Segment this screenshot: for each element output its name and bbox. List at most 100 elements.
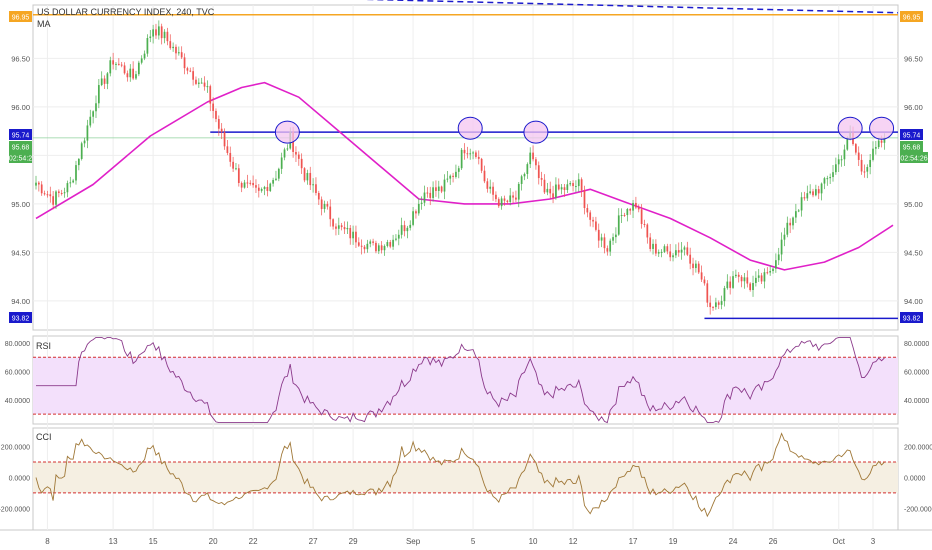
resistance-touch-circle bbox=[274, 120, 300, 144]
candle bbox=[375, 240, 377, 254]
candle bbox=[75, 160, 77, 185]
candle-body bbox=[880, 140, 883, 143]
candle-body bbox=[206, 86, 209, 88]
candle-body bbox=[589, 212, 592, 220]
candle bbox=[486, 178, 489, 193]
candle bbox=[120, 61, 123, 68]
candle bbox=[406, 225, 409, 239]
candle bbox=[766, 267, 769, 275]
candle bbox=[240, 181, 243, 193]
candle bbox=[306, 169, 309, 185]
candle-body bbox=[432, 187, 434, 198]
candle-body bbox=[103, 78, 106, 84]
candle-body bbox=[232, 161, 234, 169]
candle bbox=[743, 273, 746, 289]
candle-body bbox=[66, 183, 69, 193]
candle-body bbox=[226, 146, 229, 153]
candle-body bbox=[520, 176, 523, 184]
svg-text:96.95: 96.95 bbox=[903, 15, 921, 22]
candle bbox=[729, 276, 732, 295]
candle bbox=[237, 164, 240, 187]
rsi-tick-label-left: 40.0000 bbox=[5, 398, 30, 405]
candle-body bbox=[380, 245, 383, 251]
time-tick-label: 13 bbox=[109, 537, 118, 546]
candle-body bbox=[715, 302, 717, 308]
candle-body bbox=[57, 191, 60, 193]
candle-body bbox=[77, 158, 80, 166]
candle bbox=[163, 29, 166, 44]
candle-body bbox=[492, 186, 494, 195]
candle-body bbox=[420, 202, 423, 204]
time-tick-label: 19 bbox=[669, 537, 678, 546]
candle-body bbox=[772, 268, 774, 272]
candle-body bbox=[257, 187, 260, 191]
candle bbox=[623, 212, 626, 217]
candle-body bbox=[129, 68, 132, 78]
candle bbox=[546, 182, 549, 196]
candle-body bbox=[100, 78, 103, 86]
candle bbox=[675, 244, 677, 259]
candle-body bbox=[163, 31, 166, 39]
price-tick-label-left: 94.00 bbox=[11, 297, 30, 306]
candle-body bbox=[469, 153, 472, 155]
candle-body bbox=[332, 219, 334, 227]
candle-body bbox=[375, 242, 377, 252]
time-tick-label: 27 bbox=[309, 537, 318, 546]
candle bbox=[215, 108, 217, 123]
candle bbox=[652, 239, 654, 255]
candle bbox=[609, 238, 612, 256]
candle-body bbox=[837, 159, 840, 165]
candle-body bbox=[700, 272, 703, 280]
candle-body bbox=[657, 252, 660, 254]
candle bbox=[755, 271, 757, 287]
candle bbox=[46, 190, 49, 198]
candle bbox=[569, 181, 572, 187]
candle-body bbox=[266, 186, 269, 191]
candle bbox=[697, 261, 700, 275]
candle-body bbox=[866, 167, 869, 172]
candle-body bbox=[580, 179, 583, 191]
candle-body bbox=[686, 247, 689, 255]
candle-body bbox=[729, 281, 732, 288]
candle-body bbox=[283, 149, 286, 158]
candle bbox=[709, 295, 712, 315]
candle bbox=[497, 197, 500, 208]
candle-body bbox=[797, 210, 800, 212]
moving-average bbox=[35, 81, 894, 271]
candle bbox=[703, 276, 706, 286]
svg-text:02:54:26: 02:54:26 bbox=[900, 156, 927, 163]
candle-body bbox=[255, 185, 257, 188]
candle bbox=[166, 27, 169, 46]
candle-body bbox=[675, 250, 677, 256]
candle bbox=[463, 143, 466, 160]
candle bbox=[315, 177, 317, 196]
candle-body bbox=[537, 165, 540, 179]
candle-body bbox=[709, 302, 712, 308]
candle bbox=[503, 195, 506, 206]
candle-body bbox=[92, 111, 94, 117]
candle bbox=[103, 75, 106, 90]
candle bbox=[415, 209, 417, 219]
candle-body bbox=[166, 31, 169, 42]
candle-body bbox=[72, 180, 75, 183]
candle bbox=[612, 233, 614, 245]
cci-line bbox=[35, 432, 885, 518]
candle bbox=[480, 157, 483, 174]
cci-tick-label-left: 200.0000 bbox=[1, 445, 30, 452]
time-tick-label: 10 bbox=[529, 537, 538, 546]
candle bbox=[483, 165, 486, 184]
resistance-touch-circle bbox=[523, 120, 549, 144]
price-tick-label-left: 96.00 bbox=[11, 103, 30, 112]
candle bbox=[586, 204, 589, 218]
candle-body bbox=[823, 178, 826, 184]
candle bbox=[809, 184, 812, 195]
candle bbox=[449, 174, 452, 185]
candle bbox=[829, 173, 832, 185]
candle bbox=[400, 217, 403, 239]
candle-body bbox=[295, 151, 297, 155]
candle-body bbox=[223, 132, 226, 147]
candle-body bbox=[463, 149, 466, 154]
candle-body bbox=[440, 186, 443, 192]
candle bbox=[726, 274, 729, 290]
candle-body bbox=[560, 187, 563, 190]
